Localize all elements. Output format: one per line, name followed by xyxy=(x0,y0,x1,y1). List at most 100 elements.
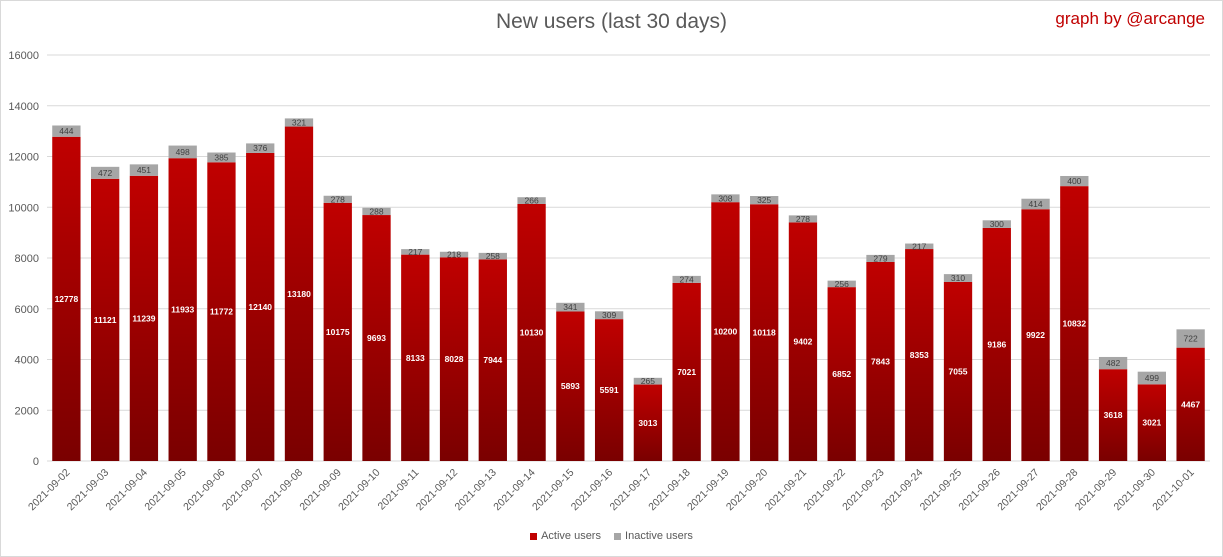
data-label-inactive: 278 xyxy=(796,214,810,224)
legend-label-inactive: Inactive users xyxy=(625,530,693,542)
data-label-active: 7021 xyxy=(677,367,696,377)
y-tick-label: 4000 xyxy=(15,355,39,367)
data-label-active: 3618 xyxy=(1104,410,1123,420)
bar-active xyxy=(439,257,469,461)
y-axis: 0 2000 4000 6000 8000 10000 12000 14000 16000 xyxy=(8,50,39,468)
bar-active xyxy=(129,175,159,462)
data-label-active: 9693 xyxy=(367,333,386,343)
y-tick-label: 12000 xyxy=(8,152,39,164)
bar-inactive xyxy=(711,194,740,203)
data-label-inactive: 498 xyxy=(176,147,190,157)
data-label-inactive: 400 xyxy=(1067,176,1081,186)
legend-swatch-inactive xyxy=(614,532,622,540)
data-label-inactive: 218 xyxy=(447,250,461,260)
bar-inactive xyxy=(750,196,779,205)
data-label-active: 10130 xyxy=(520,327,544,337)
bar-inactive xyxy=(362,207,391,216)
data-label-inactive: 217 xyxy=(408,247,422,257)
data-label-inactive: 266 xyxy=(524,196,538,206)
data-label-active: 10200 xyxy=(714,327,738,337)
data-label-inactive: 722 xyxy=(1184,333,1198,343)
y-tick-label: 2000 xyxy=(15,405,39,417)
bar-inactive xyxy=(905,243,934,250)
data-label-inactive: 265 xyxy=(641,376,655,386)
bar-active xyxy=(982,227,1011,461)
data-label-active: 10832 xyxy=(1062,319,1086,329)
bar-inactive xyxy=(866,254,895,262)
bar-active xyxy=(323,202,352,461)
bar-inactive xyxy=(129,164,159,176)
data-label-inactive: 300 xyxy=(990,219,1004,229)
chart-credit: graph by @arcange xyxy=(1055,9,1205,28)
bar-active xyxy=(905,249,934,461)
bar-inactive xyxy=(284,118,314,127)
bar-active xyxy=(556,311,585,461)
y-tick-label: 6000 xyxy=(15,304,39,316)
data-label-inactive: 309 xyxy=(602,310,616,320)
bar-inactive xyxy=(982,220,1011,228)
bar-inactive xyxy=(556,302,585,312)
data-label-active: 7055 xyxy=(949,366,968,376)
bar-active xyxy=(672,282,701,461)
y-tick-label: 8000 xyxy=(15,253,39,265)
data-label-active: 9402 xyxy=(793,337,812,347)
bar-inactive xyxy=(323,195,352,203)
bar-active xyxy=(711,202,740,462)
data-label-active: 8353 xyxy=(910,350,929,360)
bar-inactive xyxy=(943,274,973,282)
bar-active xyxy=(1137,384,1166,461)
data-label-inactive: 256 xyxy=(835,279,849,289)
data-label-active: 10118 xyxy=(753,328,776,338)
bar-active xyxy=(1021,209,1050,461)
data-label-active: 3021 xyxy=(1142,418,1161,428)
data-label-inactive: 376 xyxy=(253,143,267,153)
data-label-active: 7843 xyxy=(871,356,890,366)
data-label-active: 8133 xyxy=(406,353,425,363)
bar-inactive xyxy=(517,197,546,204)
x-axis: 2021-09-022021-09-032021-09-042021-09-05… xyxy=(26,467,1197,514)
gridlines xyxy=(47,54,1210,462)
bar-inactive xyxy=(633,377,663,385)
data-label-active: 7944 xyxy=(483,355,502,365)
bar-active xyxy=(207,162,236,461)
bar-inactive xyxy=(594,311,624,320)
data-label-active: 13180 xyxy=(287,289,311,299)
bar-inactive xyxy=(439,251,469,258)
bar-active xyxy=(168,158,197,461)
data-label-active: 11239 xyxy=(132,313,155,323)
data-label-active: 8028 xyxy=(445,354,464,364)
bar-active xyxy=(284,126,314,462)
bar-active xyxy=(943,281,973,461)
bar-active xyxy=(1098,369,1128,461)
bar-inactive xyxy=(52,125,81,137)
bar-inactive xyxy=(827,280,856,288)
legend-item-active: Active users xyxy=(530,530,601,542)
data-label-inactive: 321 xyxy=(292,117,306,127)
legend-label-active: Active users xyxy=(541,530,601,542)
bar-inactive xyxy=(1098,356,1128,370)
data-label-inactive: 499 xyxy=(1145,373,1159,383)
bar-inactive xyxy=(478,252,507,260)
data-label-inactive: 451 xyxy=(137,165,151,175)
legend: Active users Inactive users xyxy=(0,530,1223,543)
data-label-inactive: 414 xyxy=(1028,199,1042,209)
data-label-inactive: 217 xyxy=(912,241,926,251)
bar-active xyxy=(401,254,430,461)
data-label-active: 9186 xyxy=(987,339,1006,349)
y-tick-label: 0 xyxy=(33,456,39,468)
data-label-inactive: 341 xyxy=(563,302,577,312)
legend-swatch-active xyxy=(530,532,538,540)
bar-active xyxy=(517,203,546,462)
y-tick-label: 10000 xyxy=(8,202,39,214)
data-label-active: 5591 xyxy=(600,385,619,395)
bar-active xyxy=(1176,347,1205,461)
bar-inactive xyxy=(1176,329,1205,348)
bar-active xyxy=(246,152,275,461)
data-label-inactive: 288 xyxy=(369,206,383,216)
bar-inactive xyxy=(401,249,430,255)
data-label-inactive: 444 xyxy=(59,126,73,136)
data-label-active: 11121 xyxy=(94,315,117,325)
data-label-active: 6852 xyxy=(832,369,851,379)
data-label-active: 12778 xyxy=(55,294,79,304)
